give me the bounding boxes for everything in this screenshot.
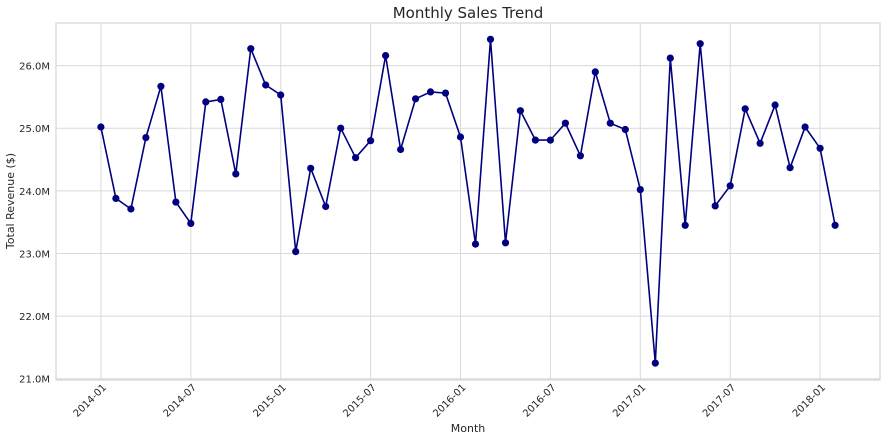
data-point <box>801 123 809 131</box>
data-point <box>636 186 644 194</box>
data-point <box>97 123 105 131</box>
x-tick-label: 2015-07 <box>341 382 378 419</box>
data-point <box>232 170 240 178</box>
x-tick-label: 2014-07 <box>162 382 199 419</box>
data-point <box>501 239 510 247</box>
grid <box>56 23 880 380</box>
data-point <box>546 136 555 144</box>
data-point <box>651 359 659 367</box>
data-point <box>561 119 570 127</box>
data-point <box>367 137 375 145</box>
data-point <box>202 98 210 106</box>
data-point <box>771 101 779 109</box>
data-point <box>112 194 120 202</box>
data-point <box>696 40 704 48</box>
y-tick-label: 23.0M <box>19 249 50 260</box>
data-point <box>382 52 390 60</box>
data-point <box>397 145 405 154</box>
x-tick-label: 2017-07 <box>701 382 738 419</box>
data-point <box>756 139 764 147</box>
series-path <box>100 39 836 364</box>
x-tick-label: 2016-01 <box>431 382 468 419</box>
y-tick-label: 21.0M <box>19 375 50 386</box>
data-point <box>486 35 495 43</box>
x-tick-label: 2018-01 <box>791 382 828 419</box>
data-point <box>426 88 435 96</box>
data-point <box>142 134 150 142</box>
plot-area <box>55 22 881 381</box>
data-point <box>666 54 674 62</box>
data-point <box>307 164 315 172</box>
data-point <box>831 221 839 229</box>
x-tick-label: 2017-01 <box>611 382 648 419</box>
data-point <box>187 219 195 227</box>
data-point <box>591 68 599 76</box>
data-point <box>322 202 330 211</box>
x-axis-label: Month <box>451 422 486 435</box>
data-point <box>576 152 585 160</box>
x-tick-label: 2015-01 <box>252 382 289 419</box>
data-point <box>726 182 734 190</box>
data-point <box>337 124 345 132</box>
data-point <box>217 95 225 103</box>
data-point <box>606 119 614 127</box>
x-tick-label: 2016-07 <box>521 382 558 419</box>
y-tick-label: 24.0M <box>19 187 50 198</box>
data-point <box>516 107 525 115</box>
data-point <box>441 89 450 97</box>
data-point <box>247 45 255 53</box>
data-point <box>127 205 135 213</box>
data-point <box>157 82 165 90</box>
y-axis-label: Total Revenue ($) <box>4 153 17 250</box>
data-point <box>531 136 540 144</box>
chart-title: Monthly Sales Trend <box>393 4 544 22</box>
data-point <box>471 240 480 248</box>
data-point <box>681 221 689 229</box>
data-point <box>352 154 360 162</box>
x-tick-label: 2014-01 <box>72 382 109 419</box>
data-point <box>277 91 285 99</box>
y-tick-label: 22.0M <box>19 312 50 323</box>
data-point <box>741 105 749 113</box>
data-point <box>711 202 719 210</box>
y-tick-label: 26.0M <box>19 62 50 73</box>
data-point <box>412 95 420 103</box>
data-point <box>816 144 824 152</box>
data-point <box>621 125 629 134</box>
data-point <box>172 198 180 206</box>
y-tick-label: 25.0M <box>19 124 50 135</box>
series-line <box>97 35 839 367</box>
data-point <box>456 133 465 141</box>
data-point <box>786 164 794 172</box>
data-point <box>262 81 270 89</box>
data-point <box>292 248 300 256</box>
